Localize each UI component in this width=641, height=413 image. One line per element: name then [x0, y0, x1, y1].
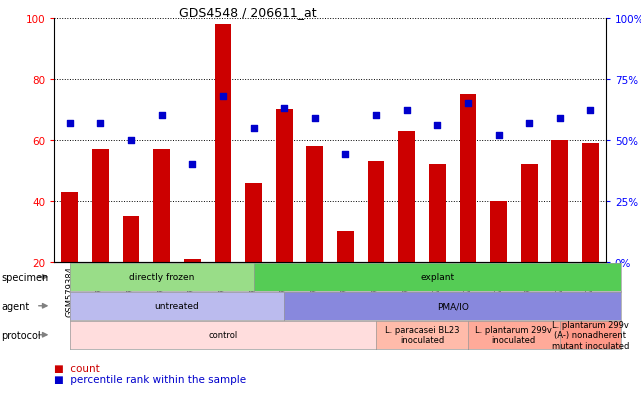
Bar [92, 150, 109, 262]
Bar [398, 131, 415, 262]
Text: ■  count: ■ count [54, 363, 100, 373]
Text: untreated: untreated [154, 301, 199, 311]
Bar [245, 183, 262, 262]
Point [432, 123, 442, 129]
Point [126, 137, 136, 144]
Bar [429, 165, 445, 262]
Text: protocol: protocol [1, 330, 41, 340]
Text: specimen: specimen [1, 272, 49, 282]
Point [494, 132, 504, 139]
Text: control: control [208, 330, 238, 339]
Bar [490, 201, 507, 262]
Bar [582, 143, 599, 262]
Point [156, 113, 167, 119]
Point [310, 115, 320, 122]
Point [524, 120, 535, 127]
Bar [215, 25, 231, 262]
Point [585, 108, 595, 114]
Bar [276, 110, 292, 262]
Text: explant: explant [420, 273, 454, 282]
Text: L. plantarum 299v
(A-) nonadherent
mutant inoculated: L. plantarum 299v (A-) nonadherent mutan… [552, 320, 629, 350]
Text: L. paracasei BL23
inoculated: L. paracasei BL23 inoculated [385, 325, 459, 344]
Point [554, 115, 565, 122]
Bar [551, 140, 568, 262]
Point [65, 120, 75, 127]
Bar [460, 95, 476, 262]
Text: directly frozen: directly frozen [129, 273, 194, 282]
Bar [62, 192, 78, 262]
Bar [153, 150, 170, 262]
Bar [520, 165, 538, 262]
Point [218, 93, 228, 100]
Point [279, 105, 289, 112]
Text: GDS4548 / 206611_at: GDS4548 / 206611_at [179, 6, 316, 19]
Text: ■  percentile rank within the sample: ■ percentile rank within the sample [54, 374, 247, 384]
Text: PMA/IO: PMA/IO [437, 301, 469, 311]
Point [340, 152, 351, 158]
Text: L. plantarum 299v
inoculated: L. plantarum 299v inoculated [476, 325, 553, 344]
Bar [337, 232, 354, 262]
Bar [184, 259, 201, 262]
Bar [368, 162, 385, 262]
Point [187, 161, 197, 168]
Text: agent: agent [1, 301, 29, 311]
Point [401, 108, 412, 114]
Point [249, 125, 259, 131]
Point [463, 100, 473, 107]
Bar [122, 216, 140, 262]
Point [371, 113, 381, 119]
Point [96, 120, 106, 127]
Bar [306, 147, 323, 262]
